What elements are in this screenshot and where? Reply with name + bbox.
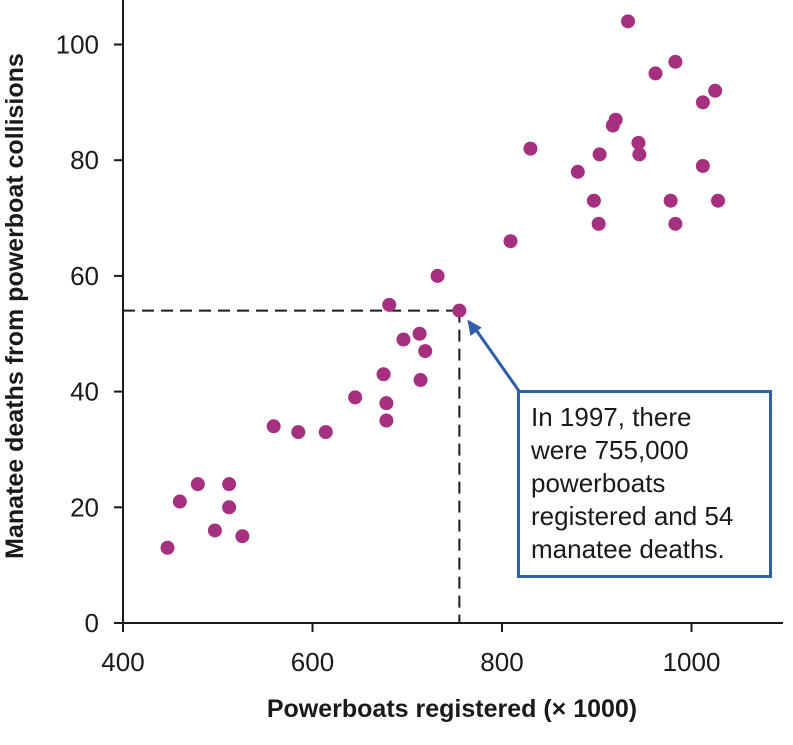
x-tick-label: 1000	[663, 647, 721, 677]
data-point	[396, 332, 411, 347]
data-point	[379, 413, 394, 428]
data-point	[586, 193, 601, 208]
data-point	[160, 540, 175, 555]
annotation-line: manatee deaths.	[531, 534, 725, 564]
data-point	[235, 529, 250, 544]
data-point	[418, 344, 433, 359]
axes	[122, 0, 783, 624]
data-point	[382, 297, 397, 312]
tick-labels: 400 600 800 1000 0 20 40 60 80 100	[56, 30, 721, 678]
data-point	[190, 477, 205, 492]
data-point	[708, 83, 723, 98]
data-point	[632, 147, 647, 162]
data-point	[503, 234, 518, 249]
x-tick-label: 600	[291, 647, 334, 677]
data-point	[631, 135, 646, 150]
data-point	[648, 66, 663, 81]
data-point	[266, 419, 281, 434]
data-point	[668, 54, 683, 69]
data-point	[591, 216, 606, 231]
data-point	[570, 164, 585, 179]
data-point	[207, 523, 222, 538]
data-point	[668, 216, 683, 231]
data-point	[172, 494, 187, 509]
y-tick-label: 100	[56, 30, 99, 60]
data-point	[695, 158, 710, 173]
data-point	[222, 477, 237, 492]
y-tick-label: 40	[70, 377, 99, 407]
annotation-line: powerboats	[531, 468, 666, 498]
y-tick-label: 60	[70, 261, 99, 291]
data-point	[695, 95, 710, 110]
y-tick-label: 20	[70, 492, 99, 522]
data-point	[523, 141, 538, 156]
data-point	[376, 367, 391, 382]
data-point	[413, 373, 428, 388]
y-tick-label: 80	[70, 145, 99, 175]
data-point	[711, 193, 726, 208]
annotation-line: were 755,000	[531, 435, 689, 465]
data-point	[430, 268, 445, 283]
x-tick-label: 800	[480, 647, 523, 677]
y-tick-label: 0	[85, 608, 99, 638]
annotation-box: In 1997, there were 755,000 powerboats r…	[517, 390, 772, 578]
ticks	[114, 43, 693, 632]
x-tick-label: 400	[101, 647, 144, 677]
data-point	[592, 147, 607, 162]
x-axis-title: Powerboats registered (× 1000)	[267, 695, 637, 723]
data-point	[663, 193, 678, 208]
data-point	[412, 326, 427, 341]
reference-lines	[123, 309, 461, 623]
data-point	[379, 396, 394, 411]
annotation-line: registered and 54	[531, 501, 734, 531]
data-points	[160, 14, 726, 555]
data-point	[452, 303, 467, 318]
arrow-head	[467, 319, 482, 336]
annotation-arrow	[467, 319, 521, 392]
data-point	[608, 112, 623, 127]
data-point	[291, 425, 306, 440]
data-point	[621, 14, 636, 29]
data-point	[222, 500, 237, 515]
arrow-shaft	[471, 323, 521, 392]
data-point	[348, 390, 363, 405]
data-point	[318, 425, 333, 440]
annotation-line: In 1997, there	[531, 402, 692, 432]
y-axis-title: Manatee deaths from powerboat collisions	[1, 53, 29, 559]
